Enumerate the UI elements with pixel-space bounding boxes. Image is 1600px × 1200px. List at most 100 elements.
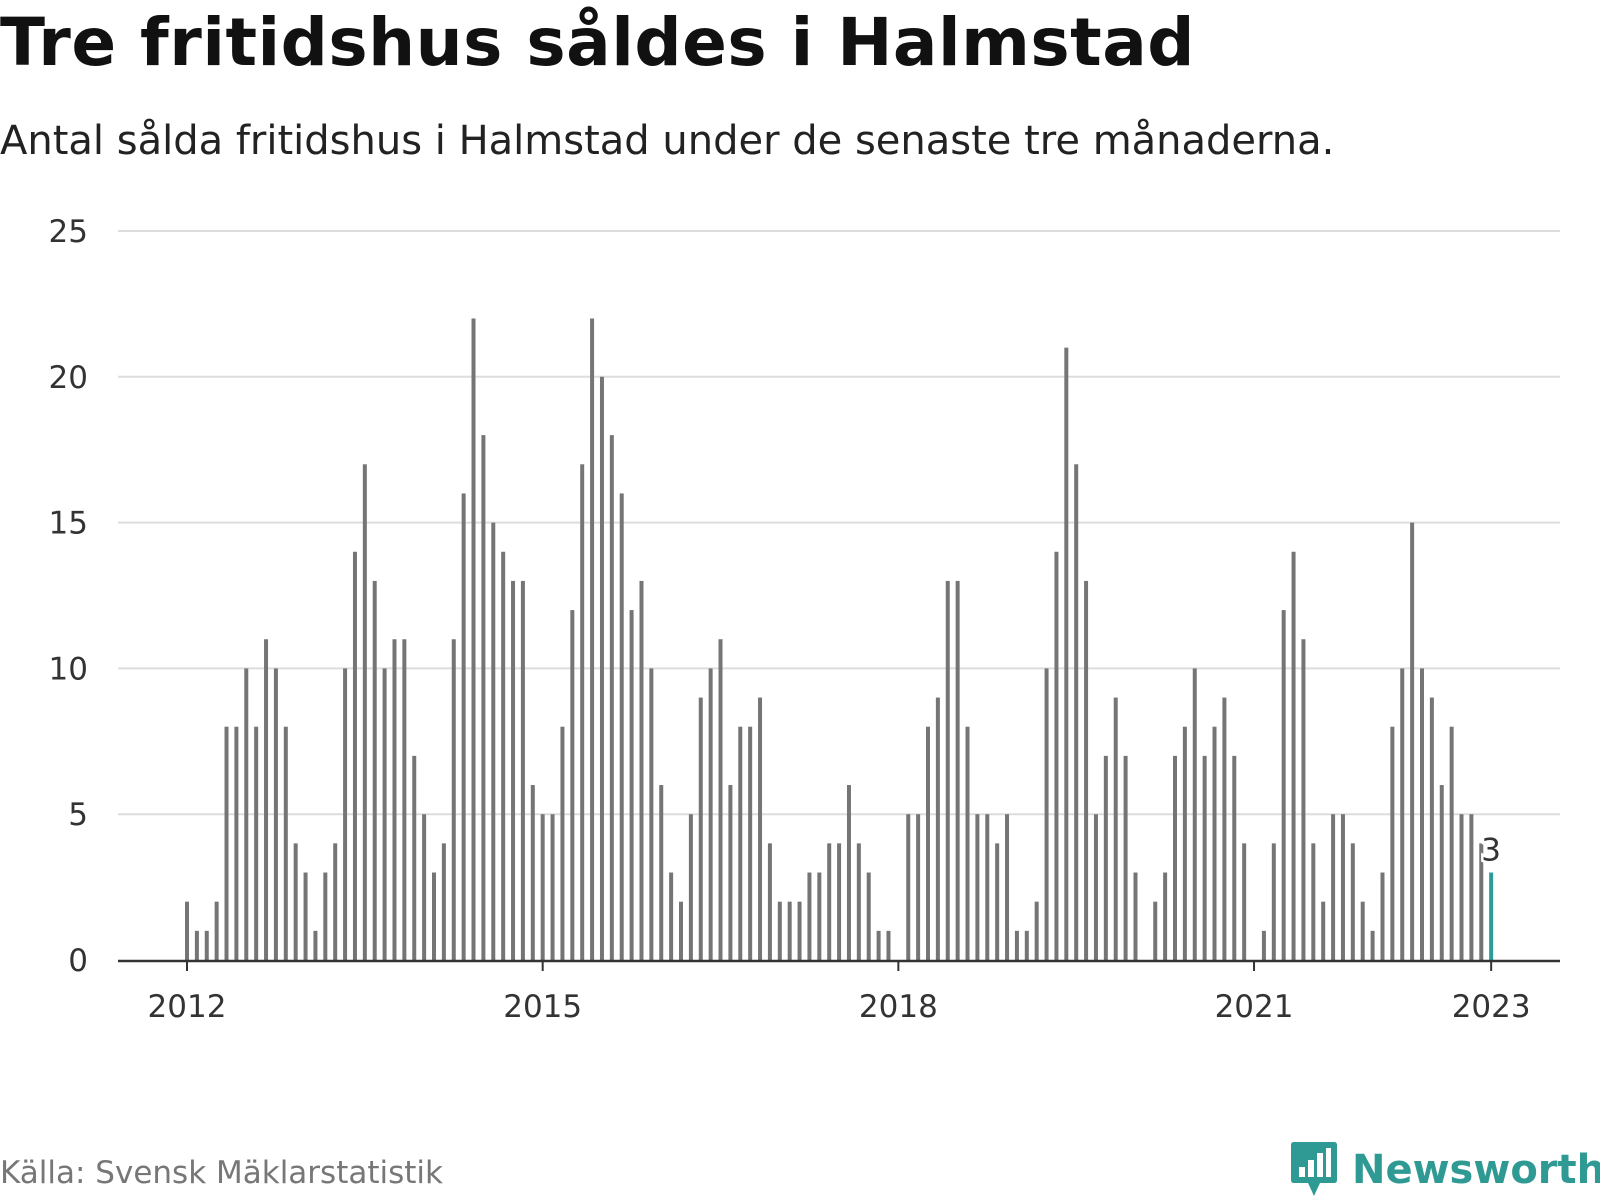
bar bbox=[629, 610, 634, 960]
bar bbox=[451, 639, 456, 960]
gridlines: 0 5 10 15 20 25 bbox=[49, 214, 1560, 979]
bar bbox=[323, 872, 328, 960]
bar bbox=[293, 843, 298, 960]
bar bbox=[432, 872, 436, 960]
x-tick-label: 2023 bbox=[1452, 989, 1531, 1025]
bar bbox=[1133, 872, 1138, 960]
bar bbox=[570, 610, 575, 960]
chart-subtitle: Antal sålda fritidshus i Halmstad under … bbox=[0, 118, 1335, 164]
bar bbox=[1014, 930, 1019, 960]
bar bbox=[619, 493, 624, 960]
bar bbox=[1380, 872, 1385, 960]
bar bbox=[303, 872, 308, 960]
bar bbox=[224, 726, 229, 960]
bar bbox=[827, 843, 832, 960]
bar bbox=[412, 755, 417, 960]
bar bbox=[1202, 755, 1207, 960]
bar-chart-badge-icon bbox=[1291, 1142, 1337, 1196]
bar bbox=[609, 435, 614, 960]
bar bbox=[244, 668, 249, 960]
highlight-value-label: 3 bbox=[1481, 833, 1501, 869]
bar bbox=[1005, 814, 1010, 960]
bar bbox=[866, 872, 871, 960]
bar bbox=[995, 843, 1000, 960]
bar bbox=[1291, 551, 1296, 960]
bar bbox=[511, 580, 516, 960]
bar bbox=[975, 814, 980, 960]
bar bbox=[817, 872, 822, 960]
x-axis-ticks: 2012 2015 2018 2021 2023 bbox=[148, 961, 1531, 1025]
bar bbox=[1054, 551, 1059, 960]
data-labels: 3 bbox=[1479, 830, 1504, 871]
chart-title: Tre fritidshus såldes i Halmstad bbox=[0, 4, 1195, 81]
x-tick-label: 2018 bbox=[859, 989, 938, 1025]
bar bbox=[846, 785, 851, 960]
bar bbox=[698, 697, 703, 960]
bar bbox=[797, 901, 802, 960]
bar bbox=[501, 551, 506, 960]
source-note: Källa: Svensk Mäklarstatistik bbox=[0, 1155, 443, 1191]
bar bbox=[748, 726, 753, 960]
bar bbox=[688, 814, 693, 960]
bar bbox=[402, 639, 407, 960]
bar bbox=[777, 901, 782, 960]
bar bbox=[1123, 755, 1128, 960]
bar bbox=[461, 493, 466, 960]
bars bbox=[185, 318, 1494, 960]
bar bbox=[708, 668, 713, 960]
bar bbox=[659, 785, 664, 960]
bar bbox=[639, 580, 644, 960]
bar bbox=[1103, 755, 1108, 960]
bar bbox=[471, 318, 476, 960]
bar bbox=[1163, 872, 1168, 960]
bar bbox=[283, 726, 288, 960]
bar bbox=[590, 318, 595, 960]
bar bbox=[1301, 639, 1306, 960]
bar bbox=[718, 639, 723, 960]
bar bbox=[1232, 755, 1237, 960]
bar bbox=[422, 814, 427, 960]
bar bbox=[1350, 843, 1355, 960]
bar bbox=[1321, 901, 1326, 960]
bar bbox=[313, 930, 318, 960]
bar bbox=[837, 843, 842, 960]
bar bbox=[234, 726, 239, 960]
bar-chart: 0 5 10 15 20 25 2012 2015 2018 2021 2023 3 bbox=[49, 214, 1560, 1025]
bar bbox=[1449, 726, 1454, 960]
bar bbox=[955, 580, 960, 960]
bar bbox=[1212, 726, 1217, 960]
highlight-bar bbox=[1489, 872, 1494, 960]
bar bbox=[1360, 901, 1365, 960]
bar bbox=[1182, 726, 1187, 960]
y-tick-label: 10 bbox=[49, 651, 88, 687]
bar bbox=[333, 843, 338, 960]
bar bbox=[540, 814, 545, 960]
bar bbox=[679, 901, 683, 960]
bar bbox=[520, 580, 525, 960]
bar bbox=[1064, 347, 1069, 960]
bar bbox=[1192, 668, 1197, 960]
bar bbox=[382, 668, 387, 960]
bar bbox=[1390, 726, 1395, 960]
bar bbox=[1173, 755, 1177, 960]
x-tick-label: 2015 bbox=[503, 989, 582, 1025]
bar bbox=[352, 551, 357, 960]
y-tick-label: 20 bbox=[49, 360, 88, 396]
bar bbox=[758, 697, 763, 960]
bar bbox=[441, 843, 446, 960]
bar bbox=[1479, 843, 1484, 960]
bar bbox=[926, 726, 930, 960]
bar bbox=[669, 872, 674, 960]
bar bbox=[1331, 814, 1336, 960]
x-tick-label: 2021 bbox=[1215, 989, 1294, 1025]
bar bbox=[935, 697, 940, 960]
bar bbox=[1044, 668, 1049, 960]
bar bbox=[807, 872, 812, 960]
brand-name: Newsworthy bbox=[1352, 1147, 1600, 1193]
bar bbox=[1084, 580, 1089, 960]
bar bbox=[343, 668, 348, 960]
bar bbox=[738, 726, 743, 960]
bar bbox=[530, 785, 535, 960]
bar bbox=[481, 435, 486, 960]
bar bbox=[787, 901, 792, 960]
